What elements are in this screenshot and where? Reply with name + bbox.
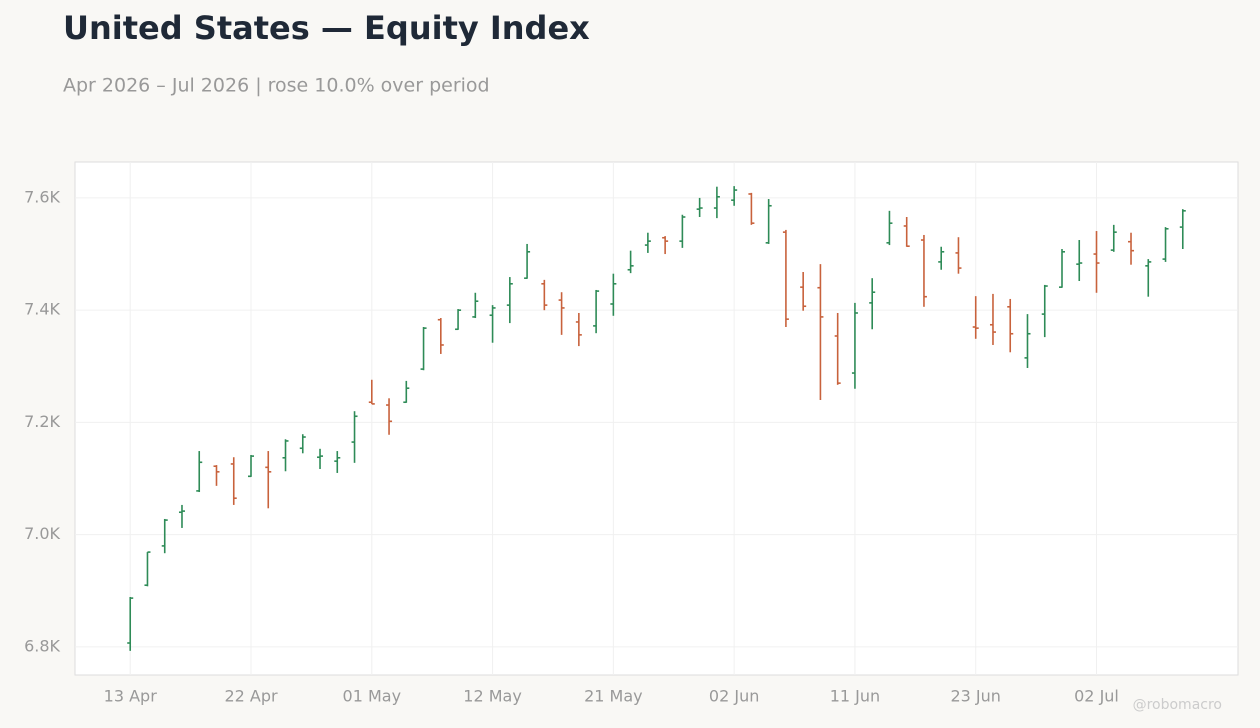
x-tick-label: 22 Apr	[224, 687, 278, 706]
x-tick-label: 21 May	[584, 687, 643, 706]
y-tick-label: 7.6K	[24, 187, 60, 206]
y-tick-label: 7.2K	[24, 412, 60, 431]
y-tick-label: 6.8K	[24, 636, 60, 655]
x-tick-label: 12 May	[463, 687, 522, 706]
y-tick-label: 7.4K	[24, 300, 60, 319]
x-tick-label: 02 Jun	[709, 687, 759, 706]
x-tick-label: 13 Apr	[104, 687, 158, 706]
x-tick-label: 11 Jun	[830, 687, 880, 706]
watermark: @robomacro	[1133, 697, 1222, 713]
chart-subtitle: Apr 2026 – Jul 2026 | rose 10.0% over pe…	[63, 75, 490, 97]
y-tick-label: 7.0K	[24, 524, 60, 543]
x-tick-label: 02 Jul	[1074, 687, 1119, 706]
x-tick-label: 01 May	[343, 687, 402, 706]
x-tick-label: 23 Jun	[950, 687, 1000, 706]
chart-title: United States — Equity Index	[63, 9, 590, 47]
plot-area	[74, 161, 1239, 676]
